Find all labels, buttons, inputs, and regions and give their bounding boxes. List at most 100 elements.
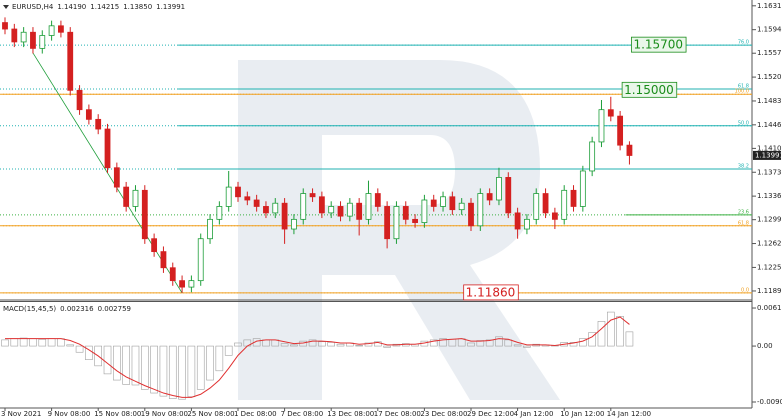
candle-body [263,206,269,214]
macd-bar [178,345,186,400]
candle-body [48,25,55,36]
menu-icon[interactable] [3,5,9,9]
y-tick-label: 0.00 [757,342,773,350]
candle-body [2,22,8,30]
x-tick-label: 17 Dec 08:00 [374,410,421,418]
fib-level-label: 61.8 [738,84,749,90]
x-tick-label: 13 Dec 08:00 [327,410,374,418]
y-tick-label: 1.14100 [757,144,782,152]
macd-bar [327,342,336,347]
fib-level-label: 76.0 [738,40,749,46]
x-tick-label: 1 Dec 08:00 [234,410,277,418]
macd-bar [513,344,522,347]
x-tick-label: 10 Jan 12:00 [560,410,604,418]
macd-bar [625,331,634,347]
candle-body [169,267,176,282]
candle-body [132,189,139,207]
x-tick-label: 29 Dec 12:00 [467,410,514,418]
candle-body [179,280,185,288]
macd-bar [373,341,382,347]
candle-body [412,218,418,223]
candle-body [244,196,251,201]
macd-bar [252,338,261,347]
macd-bar [215,345,224,372]
candle-body [579,170,586,207]
macd-bar [383,345,391,348]
price-annotation-box [463,284,519,301]
candle-body [542,193,549,214]
candle-body [617,115,624,146]
candle-body [67,31,74,91]
macd-bar [38,338,47,347]
macd-bar [476,340,485,347]
candle-body [188,280,195,288]
price-annotation-box [631,36,687,53]
y-tick-label: 1.15205 [757,73,782,81]
macd-bar [504,339,513,347]
candle-body [291,218,297,230]
x-tick-label: 7 Dec 08:00 [281,410,324,418]
candle-body [39,35,46,49]
candle-body [328,206,335,214]
candle-body [104,128,111,169]
y-tick-label: 1.13730 [757,168,782,176]
x-tick-label: 9 Nov 08:00 [48,410,91,418]
macd-bar [290,344,298,347]
macd-bar [122,345,130,385]
y-tick-label: 1.12255 [757,263,782,271]
price-annotation: 1.15000 [624,83,674,97]
macd-bar [616,316,624,347]
fib-level-label: 50.0 [738,120,749,126]
macd-bar [141,345,149,390]
macd-bar [280,343,289,347]
pane-header: EURUSD,H4 1.14190 1.14215 1.13850 1.13991 [12,3,185,11]
candle-body [598,109,605,143]
macd-bar [113,345,121,381]
candle-body [421,199,428,223]
macd-bar [131,345,140,386]
x-tick-label: 3 Nov 2021 [1,410,41,418]
macd-bar [150,345,158,394]
macd-bar [94,345,102,367]
x-tick-label: 19 Nov 08:00 [141,410,188,418]
candle-body [468,202,474,227]
macd-bar [196,345,205,390]
fib-level-label: 23.6 [738,209,749,215]
macd-bar [569,342,578,347]
candle-body [281,202,288,230]
macd-bar [467,342,475,347]
candle-body [561,189,568,220]
candle-body [449,196,456,211]
macd-bar [579,338,587,347]
y-tick-label: 1.15940 [757,26,782,34]
candle-body [85,109,92,120]
header-value: 0.002759 [98,305,131,313]
candle-body [216,206,223,220]
macd-bar [485,339,494,347]
candle-body [365,193,372,220]
macd-bar [606,311,615,347]
macd-bar [318,341,326,347]
macd-bar [19,337,28,347]
candle-body [486,193,493,201]
last-price-label: 1.13991 [755,151,782,159]
candle-body [253,199,260,207]
macd-bar [224,345,233,356]
macd-bar [66,344,75,347]
last-price-tag [753,150,781,160]
candle-body [235,186,241,198]
price-annotation: 1.15700 [633,38,683,52]
candle-body [524,218,530,230]
candle-body [141,189,148,240]
y-tick-label: 1.15575 [757,49,782,57]
y-tick-label: 1.11890 [757,287,782,295]
candle-body [393,206,400,240]
candle-body [477,193,484,227]
candle-body [113,167,120,188]
price-annotation-box [621,81,678,98]
fib-level-label: 61.8 [738,220,749,226]
candle-body [570,189,577,207]
macd-bar [1,339,9,347]
candle-body [272,202,279,214]
